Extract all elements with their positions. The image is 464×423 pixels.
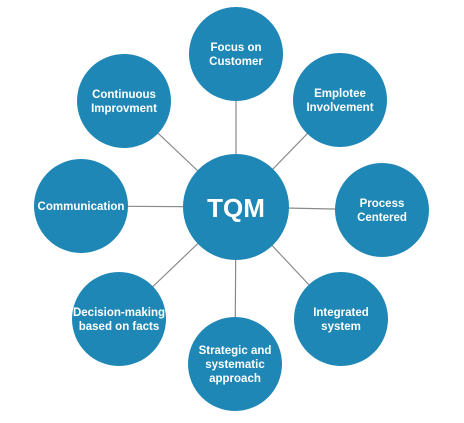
node-circle bbox=[335, 163, 429, 257]
node-strategic-and-systematic-approach: Strategic and systematic approach bbox=[188, 317, 282, 411]
node-label-line: Integrated bbox=[313, 307, 369, 319]
node-label: Strategic and systematic approach bbox=[199, 345, 272, 385]
center-node: TQM bbox=[183, 154, 289, 260]
node-continuous-improvment: Continuous Improvment bbox=[77, 54, 171, 148]
node-circle bbox=[189, 7, 283, 101]
node-circle bbox=[294, 272, 388, 366]
node-label-line: Centered bbox=[357, 212, 407, 224]
node-label-line: approach bbox=[209, 373, 261, 385]
node-emplotee-involvement: Emplotee Involvement bbox=[293, 53, 387, 147]
node-label-line: Strategic and bbox=[199, 345, 272, 357]
node-label: Continuous Improvment bbox=[91, 89, 157, 115]
node-circle bbox=[72, 272, 166, 366]
node-focus-on-customer: Focus on Customer bbox=[189, 7, 283, 101]
node-circle bbox=[34, 159, 128, 253]
node-label-line: Process bbox=[360, 198, 405, 210]
node-label-line: systematic bbox=[205, 359, 265, 371]
node-integrated-system: Integrated system bbox=[294, 272, 388, 366]
node-circle bbox=[188, 317, 282, 411]
node-label: Decision-making based on facts bbox=[73, 307, 165, 333]
node-label: Communication bbox=[38, 201, 125, 213]
node-label: Integrated system bbox=[313, 307, 369, 333]
center-circle bbox=[183, 154, 289, 260]
node-label-line: Improvment bbox=[91, 103, 157, 115]
node-label-line: Focus on bbox=[210, 42, 261, 54]
node-label-line: Communication bbox=[38, 201, 125, 213]
node-label: Focus on Customer bbox=[209, 42, 263, 68]
node-label-line: Involvement bbox=[306, 102, 373, 114]
node-label: Process Centered bbox=[357, 198, 407, 224]
node-label-line: Continuous bbox=[92, 89, 156, 101]
center-label: TQM bbox=[207, 193, 265, 223]
node-decision-making-based-on-facts: Decision-making based on facts bbox=[72, 272, 166, 366]
outer-nodes: Focus on Customer Emplotee Involvement Proce… bbox=[34, 7, 429, 411]
node-circle bbox=[293, 53, 387, 147]
node-label-line: Customer bbox=[209, 56, 263, 68]
node-label-line: based on facts bbox=[79, 321, 160, 333]
node-process-centered: Process Centered bbox=[335, 163, 429, 257]
node-circle bbox=[77, 54, 171, 148]
node-communication: Communication bbox=[34, 159, 128, 253]
node-label-line: Emplotee bbox=[314, 88, 366, 100]
node-label: Emplotee Involvement bbox=[306, 88, 373, 114]
node-label-line: Decision-making bbox=[73, 307, 165, 319]
node-label-line: system bbox=[321, 321, 361, 333]
